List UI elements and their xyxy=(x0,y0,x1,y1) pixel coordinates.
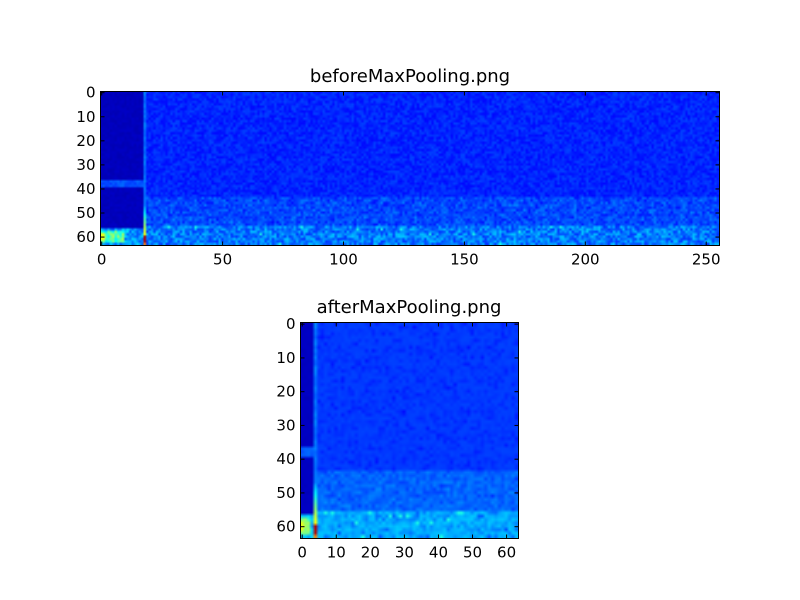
chart-title-before: beforeMaxPooling.png xyxy=(309,66,511,87)
x-tick-label: 50 xyxy=(213,251,232,269)
x-tick-label: 100 xyxy=(329,251,358,269)
x-tick-label: 250 xyxy=(692,251,721,269)
y-tick-label: 50 xyxy=(276,484,295,502)
y-tick-label: 20 xyxy=(276,383,295,401)
y-tick-label: 20 xyxy=(76,132,95,150)
x-tick-label: 10 xyxy=(327,544,346,562)
x-tick-label: 30 xyxy=(395,544,414,562)
x-tick-label: 40 xyxy=(429,544,448,562)
y-tick-label: 40 xyxy=(276,450,295,468)
y-tick-label: 0 xyxy=(286,315,296,333)
heatmap-after xyxy=(300,322,518,538)
x-tick-label: 200 xyxy=(571,251,600,269)
x-tick-label: 150 xyxy=(450,251,479,269)
axes-frame xyxy=(300,322,519,539)
chart-title-after: afterMaxPooling.png xyxy=(316,297,502,318)
y-tick-label: 30 xyxy=(76,156,95,174)
x-tick-label: 20 xyxy=(361,544,380,562)
y-tick-label: 10 xyxy=(276,349,295,367)
y-tick-label: 60 xyxy=(76,228,95,246)
heatmap-before xyxy=(100,91,719,245)
x-tick-label: 60 xyxy=(497,544,516,562)
x-tick-label: 50 xyxy=(463,544,482,562)
axes-frame xyxy=(100,91,720,246)
y-tick-label: 60 xyxy=(276,518,295,536)
y-tick-label: 50 xyxy=(76,204,95,222)
y-tick-label: 30 xyxy=(276,416,295,434)
y-tick-label: 40 xyxy=(76,180,95,198)
y-tick-label: 10 xyxy=(76,108,95,126)
x-tick-label: 0 xyxy=(97,251,107,269)
x-tick-label: 0 xyxy=(297,544,307,562)
y-tick-label: 0 xyxy=(86,84,96,102)
